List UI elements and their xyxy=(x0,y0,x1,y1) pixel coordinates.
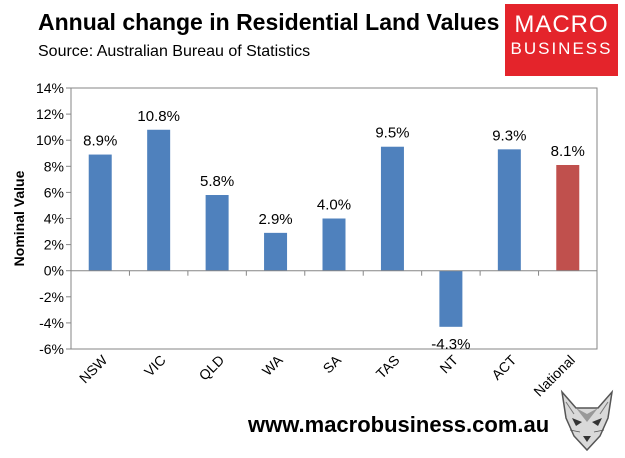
bar-tas xyxy=(380,146,404,271)
data-label-sa: 4.0% xyxy=(317,197,351,214)
data-label-qld: 5.8% xyxy=(200,173,234,190)
category-label-vic: VIC xyxy=(141,352,169,380)
data-label-tas: 9.5% xyxy=(375,125,409,142)
category-label-qld: QLD xyxy=(196,352,228,384)
y-axis-title: Nominal Value xyxy=(11,170,27,266)
bar-act xyxy=(497,149,521,271)
chart-title: Annual change in Residential Land Values xyxy=(38,9,500,35)
macro-business-logo: MACRO BUSINESS xyxy=(505,4,618,76)
y-tick-label: 4% xyxy=(44,211,64,227)
logo-line-2: BUSINESS xyxy=(510,39,613,58)
logo-line-1: MACRO xyxy=(514,11,609,38)
y-tick-label: 10% xyxy=(36,132,64,148)
bar-sa xyxy=(322,218,346,271)
bar-national xyxy=(556,164,580,271)
bar-wa xyxy=(264,232,288,271)
category-label-tas: TAS xyxy=(373,352,403,382)
category-label-act: ACT xyxy=(488,351,519,382)
data-label-act: 9.3% xyxy=(492,127,526,144)
chart-subtitle: Source: Australian Bureau of Statistics xyxy=(38,43,311,60)
bar-vic xyxy=(147,129,171,271)
category-label-nt: NT xyxy=(436,351,461,376)
y-tick-label: 8% xyxy=(44,158,64,174)
y-tick-label: 2% xyxy=(44,237,64,253)
y-tick-label: -4% xyxy=(39,315,64,331)
category-label-wa: WA xyxy=(259,351,286,378)
data-label-nsw: 8.9% xyxy=(83,133,117,150)
y-tick-label: -6% xyxy=(39,341,64,357)
bar-qld xyxy=(205,195,229,271)
wolf-head-icon xyxy=(560,389,614,452)
y-tick-label: 14% xyxy=(36,80,64,96)
y-tick-label: 12% xyxy=(36,106,64,122)
y-tick-label: -2% xyxy=(39,289,64,305)
data-label-vic: 10.8% xyxy=(137,108,180,125)
data-label-nt: -4.3% xyxy=(431,336,470,353)
y-tick-label: 0% xyxy=(44,263,64,279)
data-label-wa: 2.9% xyxy=(258,211,292,228)
bar-nsw xyxy=(88,154,112,271)
category-label-sa: SA xyxy=(320,351,345,376)
y-tick-label: 6% xyxy=(44,184,64,200)
category-label-nsw: NSW xyxy=(76,351,111,386)
bar-nt xyxy=(439,270,463,327)
website-url: www.macrobusiness.com.au xyxy=(248,412,550,437)
data-label-national: 8.1% xyxy=(551,143,585,160)
